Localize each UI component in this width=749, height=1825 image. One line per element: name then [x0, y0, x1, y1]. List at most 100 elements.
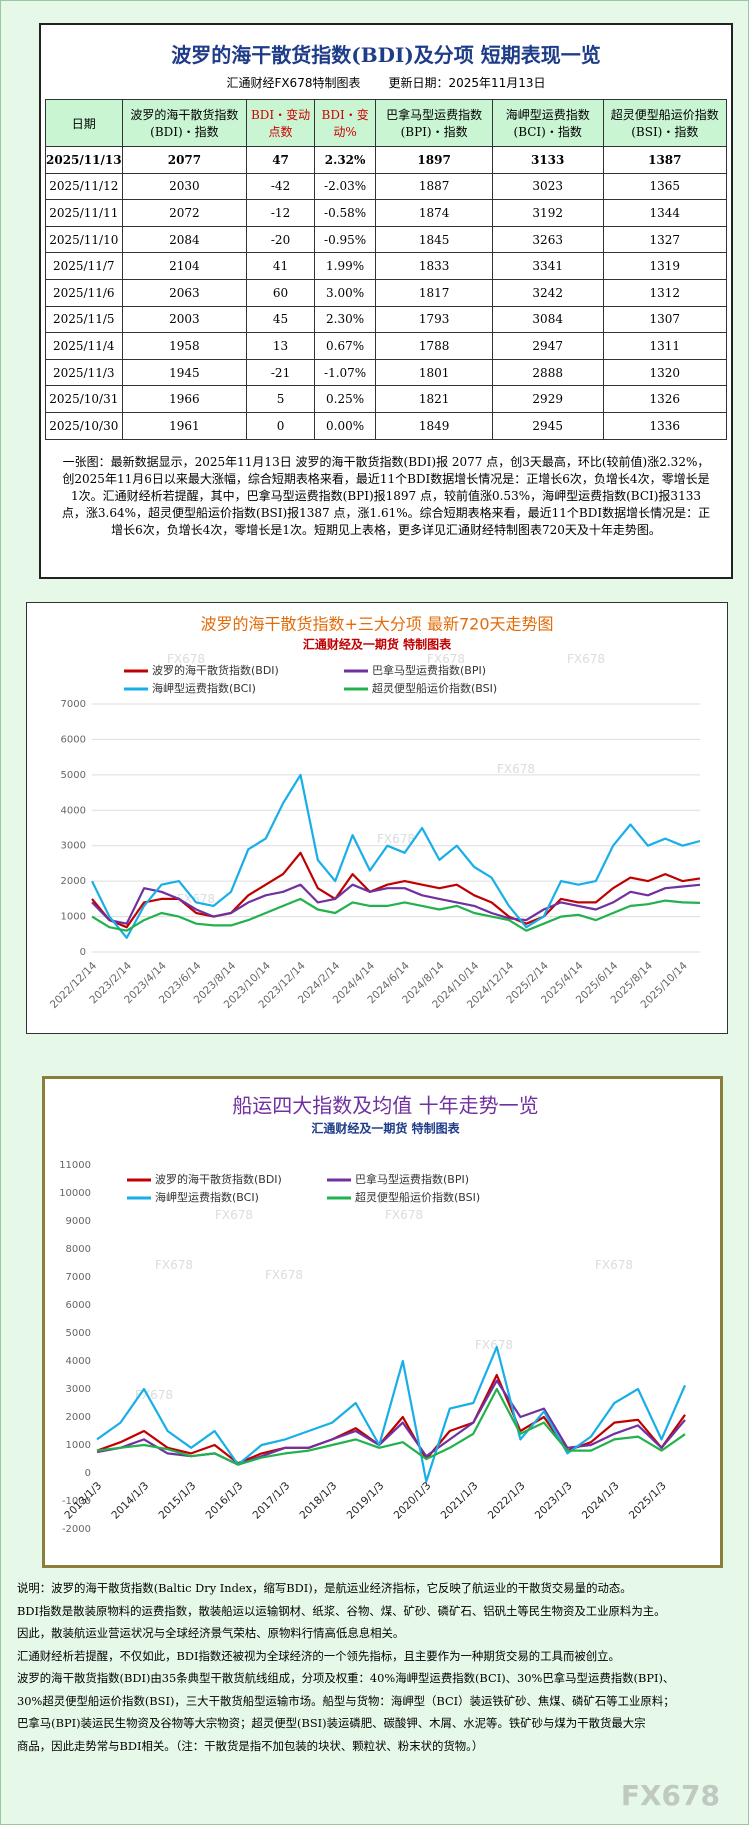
table-cell: 2025/11/5: [45, 305, 123, 334]
watermark: FX678: [155, 1258, 193, 1272]
y-tick-label: 5000: [66, 1328, 91, 1339]
x-tick-label: 2022/1/3: [486, 1480, 528, 1522]
table-cell: -21: [246, 358, 315, 387]
table-cell: 2025/11/13: [45, 146, 123, 174]
table-cell: 1344: [602, 199, 728, 227]
x-tick-label: 2024/1/3: [580, 1480, 622, 1522]
table-cell: 1833: [375, 252, 493, 280]
watermark: FX678: [385, 1208, 423, 1222]
table-cell: 1897: [375, 146, 493, 174]
table-cell: 1320: [602, 358, 728, 387]
table-cell: 1788: [375, 332, 493, 360]
y-tick-label: 0: [80, 947, 86, 958]
y-tick-label: 1000: [61, 912, 86, 923]
series-line: [91, 773, 701, 939]
table-cell: 1945: [121, 358, 248, 387]
watermark: FX678: [595, 1258, 633, 1272]
table-cell: 2025/11/4: [45, 332, 123, 360]
table-cell: -0.58%: [313, 199, 377, 227]
table-cell: -42: [246, 172, 315, 201]
note: 一张图：最新数据显示，2025年11月13日 波罗的海干散货指数(BDI)报 2…: [61, 454, 711, 537]
table-row: 2025/11/5 2003 45 2.30% 1793 3084 1307: [45, 305, 728, 334]
legend-label: 超灵便型船运价指数(BSI): [372, 681, 497, 695]
table-cell: 60: [246, 278, 315, 307]
watermark: FX678: [427, 652, 465, 666]
subtitle-row: 汇通财经FX678特制图表 更新日期：2025年11月13日: [41, 74, 731, 91]
y-tick-label: 6000: [61, 734, 86, 745]
y-tick-label: 6000: [66, 1300, 91, 1311]
column-header: BDI・变动%: [313, 99, 377, 147]
table-cell: 1793: [375, 305, 493, 334]
table-cell: -1.07%: [313, 358, 377, 387]
y-tick-label: 9000: [66, 1216, 91, 1227]
table-cell: 1319: [602, 252, 728, 280]
legend-label: 超灵便型船运价指数(BSI): [355, 1190, 480, 1204]
table-cell: 2929: [491, 385, 604, 413]
series-line: [91, 883, 701, 925]
explanation-line: 因此，散装航运业营运状况与全球经济景气荣枯、原物料行情高低息息相关。: [17, 1626, 405, 1640]
y-tick-label: -1000: [62, 1496, 91, 1507]
explanation-line: 说明：波罗的海干散货指数(Baltic Dry Index，缩写BDI)，是航运…: [17, 1581, 632, 1595]
explanation-line: 巴拿马(BPI)装运民生物资及谷物等大宗物资；超灵便型(BSI)装运磷肥、碳酸钾…: [17, 1716, 646, 1730]
table-cell: 2003: [121, 305, 248, 334]
table-cell: 1312: [602, 278, 728, 307]
y-tick-label: 10000: [59, 1188, 91, 1199]
column-header: 巴拿马型运费指数(BPI)・指数: [375, 99, 493, 147]
table-cell: 2947: [491, 332, 604, 360]
table-cell: 1845: [375, 225, 493, 254]
table-row: 2025/11/7 2104 41 1.99% 1833 3341 1319: [45, 252, 728, 280]
table-cell: 2084: [121, 225, 248, 254]
column-header: 日期: [45, 99, 123, 147]
series-line: [96, 1373, 686, 1465]
table-cell: 1817: [375, 278, 493, 307]
y-tick-label: 1000: [66, 1440, 91, 1451]
y-tick-label: 2000: [66, 1412, 91, 1423]
x-tick-label: 2019/1/3: [345, 1480, 387, 1522]
explanation-line: 商品，因此走势常与BDI相关。（注：干散货是指不加包装的块状、颗粒状、粉末状的货…: [17, 1738, 484, 1753]
y-tick-label: 3000: [66, 1384, 91, 1395]
table-cell: 2077: [121, 146, 248, 174]
x-tick-label: 2014/1/3: [109, 1480, 151, 1522]
watermark: FX678: [567, 652, 605, 666]
watermark: FX678: [377, 832, 415, 846]
table-cell: 2030: [121, 172, 248, 201]
y-tick-label: 2000: [61, 876, 86, 887]
series-line: [96, 1345, 687, 1483]
x-tick-label: 2021/1/3: [439, 1480, 481, 1522]
table-cell: 2025/10/30: [45, 411, 123, 440]
table-cell: 3242: [491, 278, 604, 307]
table-cell: 2025/11/11: [45, 199, 123, 227]
legend-label: 波罗的海干散货指数(BDI): [152, 663, 279, 677]
watermark: FX678: [177, 892, 215, 906]
table-cell: 2888: [491, 358, 604, 387]
table-row: 2025/11/4 1958 13 0.67% 1788 2947 1311: [45, 332, 728, 360]
table-cell: 3133: [491, 146, 604, 174]
watermark: FX678: [215, 1208, 253, 1222]
table-cell: 45: [246, 305, 315, 334]
column-header: 海岬型运费指数(BCI)・指数: [491, 99, 604, 147]
table-cell: 13: [246, 332, 315, 360]
table-cell: 2072: [121, 199, 248, 227]
table-row: 2025/11/13 2077 47 2.32% 1897 3133 1387: [45, 146, 728, 174]
y-tick-label: 5000: [61, 770, 86, 781]
table-cell: 1958: [121, 332, 248, 360]
legend-label: 波罗的海干散货指数(BDI): [155, 1172, 282, 1186]
table-cell: 1821: [375, 385, 493, 413]
y-tick-label: 7000: [66, 1272, 91, 1283]
title: 波罗的海干散货指数(BDI)及分项 短期表现一览: [171, 43, 601, 67]
table-row: 2025/11/3 1945 -21 -1.07% 1801 2888 1320: [45, 358, 728, 387]
table-cell: 3341: [491, 252, 604, 280]
y-tick-label: 11000: [59, 1160, 91, 1171]
table-cell: 1387: [602, 146, 728, 174]
table-cell: 47: [246, 146, 315, 174]
table-cell: 1326: [602, 385, 728, 413]
table-cell: 0.00%: [313, 411, 377, 440]
x-tick-label: 2025/1/3: [627, 1480, 669, 1522]
watermark: FX678: [167, 652, 205, 666]
table-cell: 1311: [602, 332, 728, 360]
y-tick-label: -2000: [62, 1524, 91, 1535]
column-header: 波罗的海干散货指数(BDI)・指数: [121, 99, 248, 147]
